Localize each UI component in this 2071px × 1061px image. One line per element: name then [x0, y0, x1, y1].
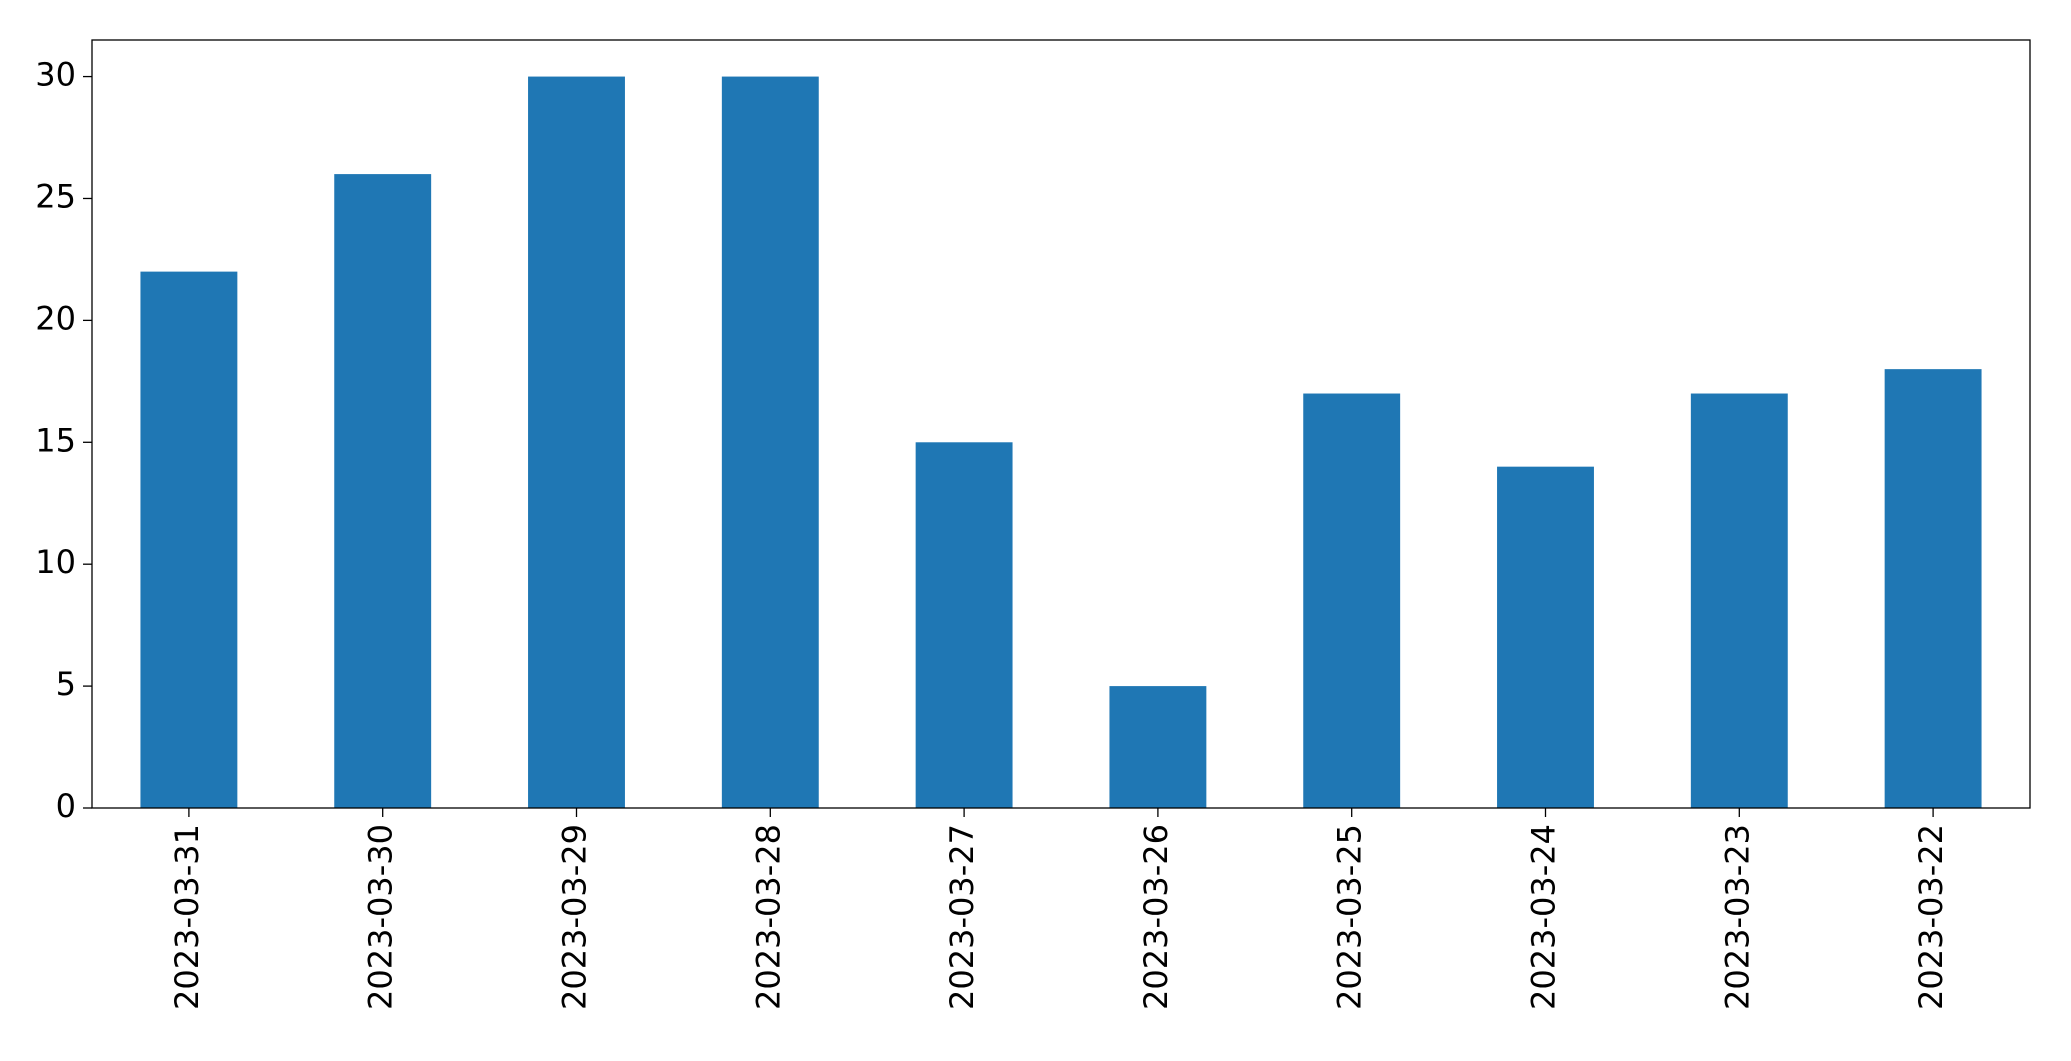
bar: [1690, 393, 1788, 808]
x-tick-label: 2023-03-27: [943, 824, 981, 1010]
bar: [721, 76, 819, 809]
x-tick-label: 2023-03-23: [1718, 824, 1756, 1010]
bar: [1497, 466, 1594, 808]
plot-frame: [91, 39, 2031, 809]
x-tick-label: 2023-03-25: [1331, 824, 1369, 1010]
y-tick-label: 30: [35, 56, 76, 94]
bar: [1884, 369, 1982, 808]
bar: [1109, 686, 1207, 808]
bar: [528, 76, 625, 809]
x-tick-label: 2023-03-24: [1525, 824, 1563, 1010]
x-tick-label: 2023-03-22: [1912, 824, 1950, 1010]
x-tick-label: 2023-03-30: [362, 824, 400, 1010]
bar: [915, 442, 1013, 808]
x-tick-label: 2023-03-26: [1137, 824, 1175, 1010]
bar: [334, 174, 432, 809]
x-tick-label: 2023-03-31: [168, 824, 206, 1010]
x-tick-label: 2023-03-29: [556, 824, 594, 1010]
y-tick-label: 15: [35, 421, 76, 459]
bar: [140, 271, 238, 809]
y-tick-label: 10: [35, 543, 76, 581]
bar: [1303, 393, 1401, 808]
y-tick-label: 0: [56, 787, 76, 825]
y-tick-label: 25: [35, 177, 76, 215]
x-tick-label: 2023-03-28: [749, 824, 787, 1010]
y-tick-label: 5: [56, 665, 76, 703]
y-tick-label: 20: [35, 299, 76, 337]
